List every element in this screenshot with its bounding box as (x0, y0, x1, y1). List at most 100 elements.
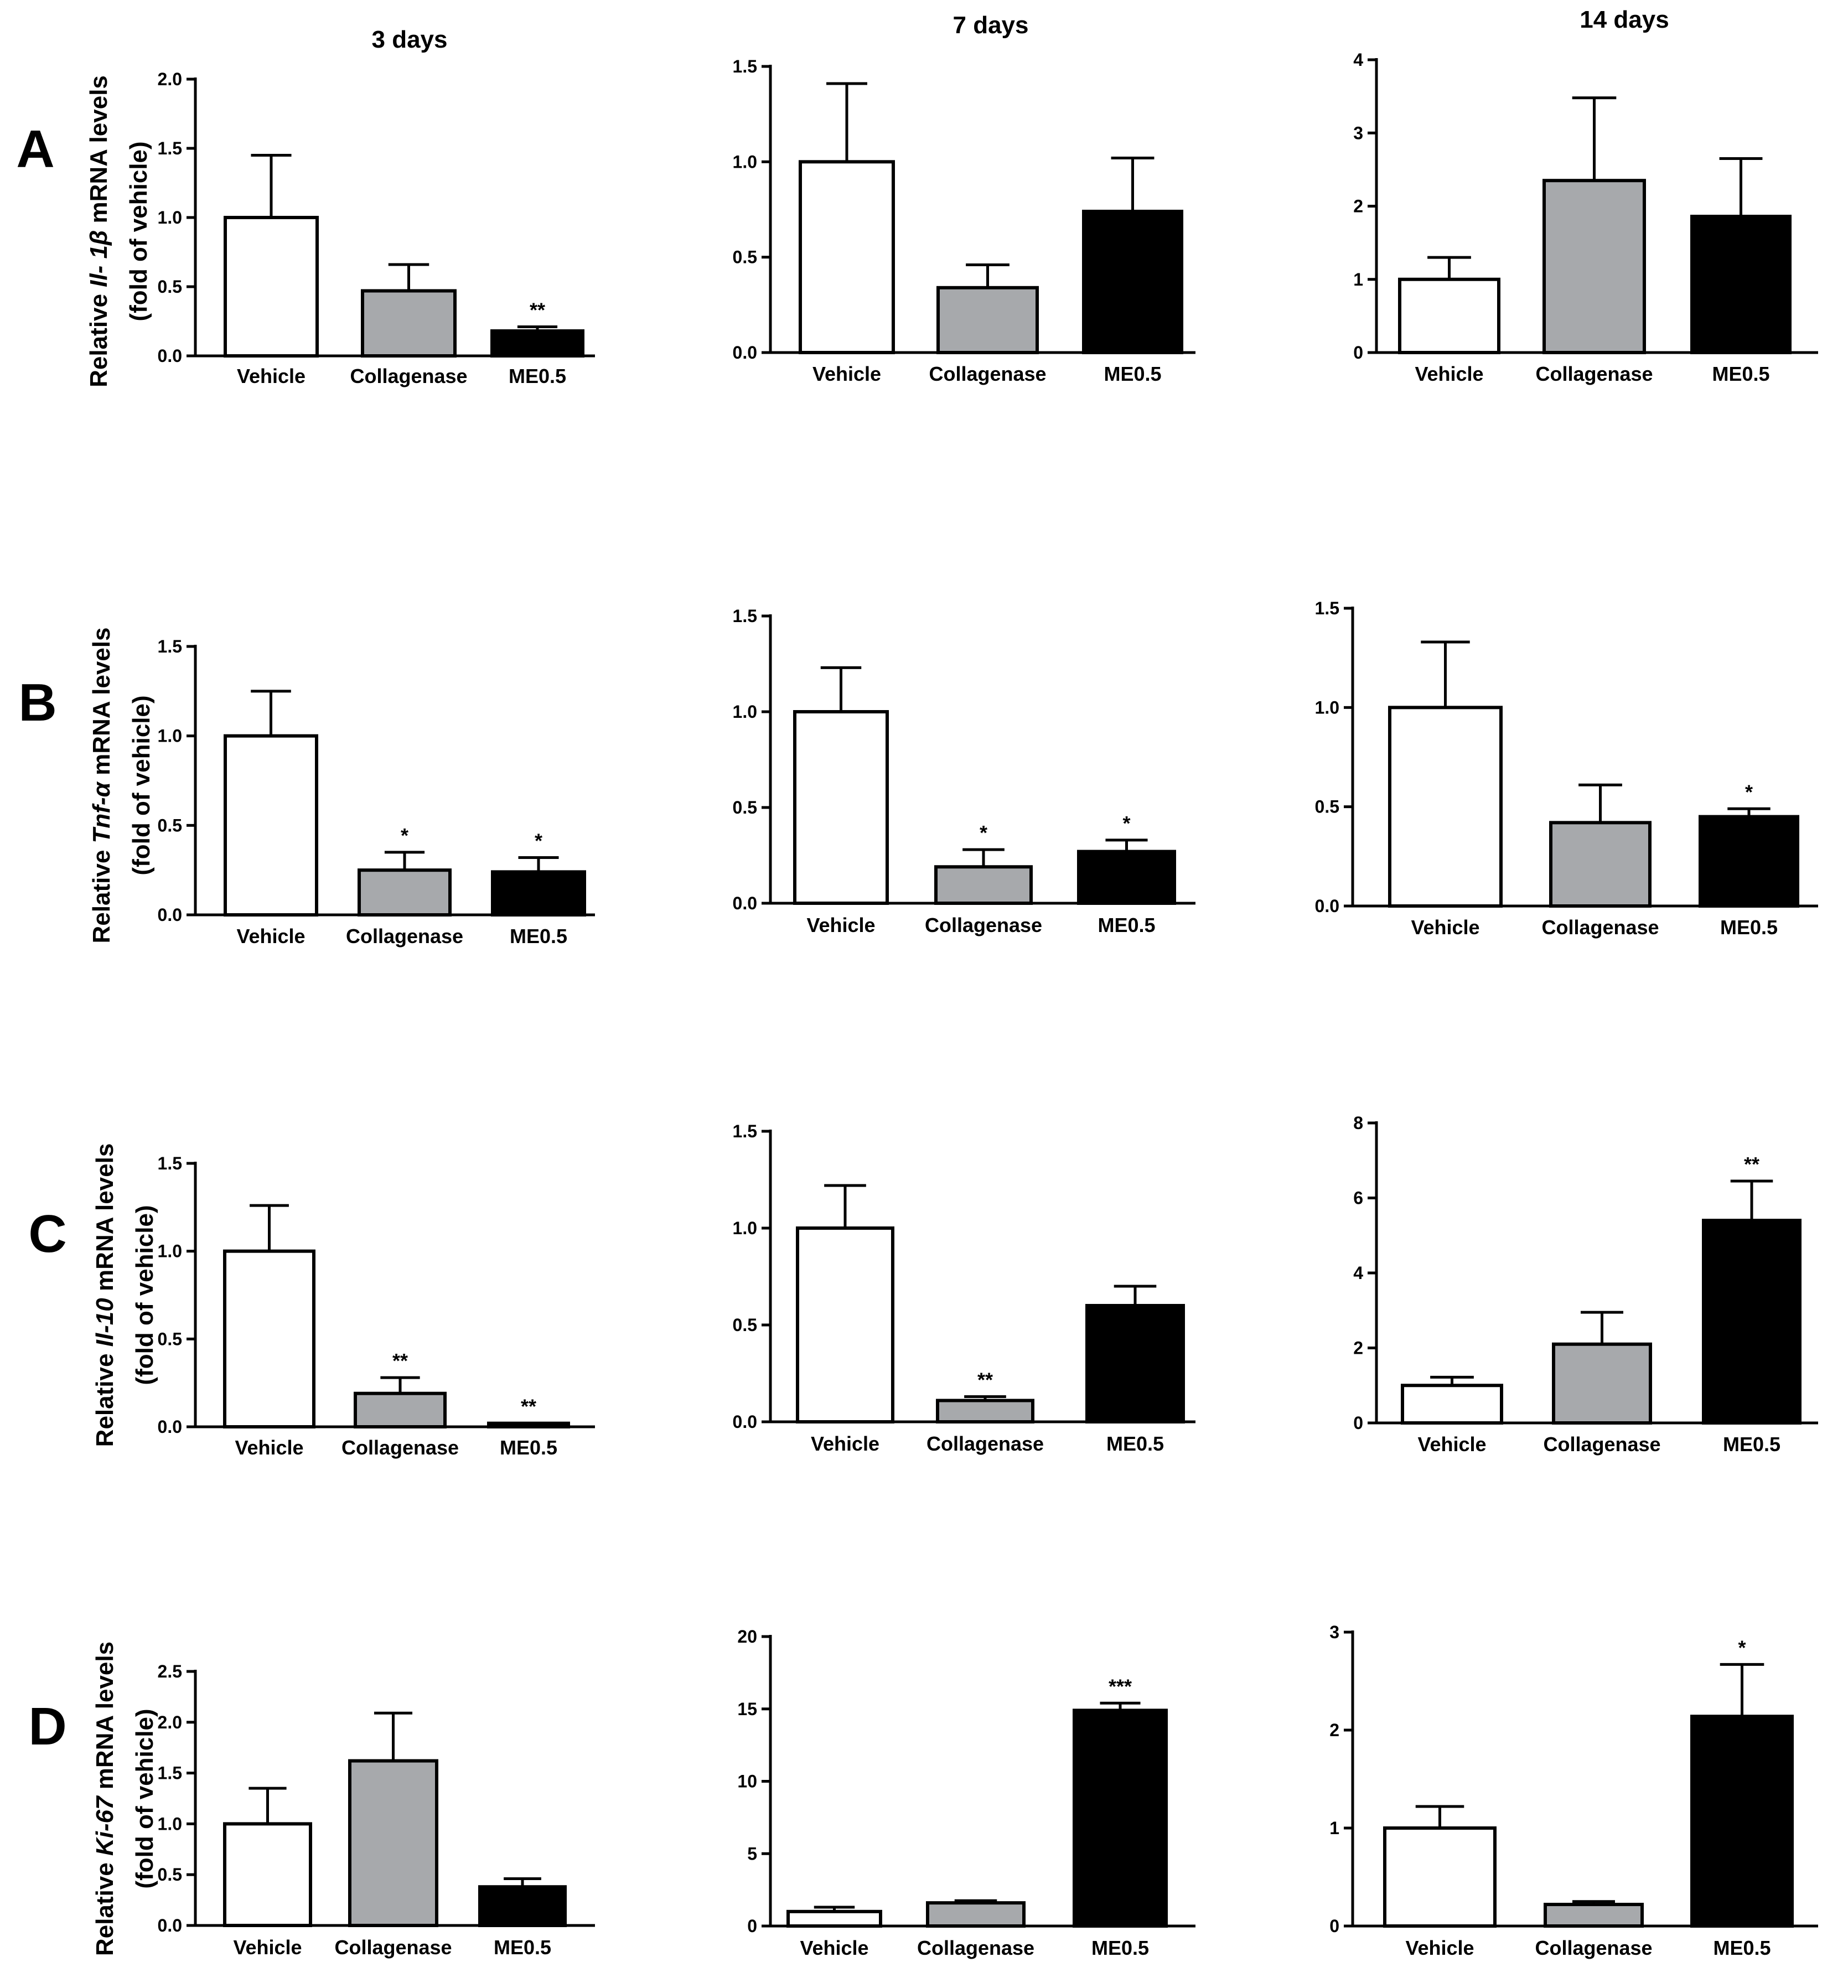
column-title: 3 days (372, 26, 448, 53)
y-axis-label: Relative Il- 1β mRNA levels (85, 75, 112, 387)
bar-vehicle (224, 734, 318, 917)
y-tick-label: 1.5 (733, 1121, 757, 1141)
bar-chart-C-7-days: Vehicle ** Collagenase ME0.5 0.0 0.5 1.0 1.5 (733, 1121, 1195, 1455)
bar-vehicle (1401, 1384, 1503, 1425)
category-label: ME0.5 (509, 365, 566, 387)
category-label: Collagenase (929, 363, 1046, 385)
significance-label: * (1738, 1636, 1746, 1659)
category-label: Vehicle (1415, 363, 1483, 385)
bar-me0-5 (1690, 1715, 1794, 1928)
category-label: ME0.5 (494, 1936, 551, 1959)
y-tick-label: 2.5 (158, 1661, 182, 1681)
significance-label: * (980, 821, 987, 844)
y-tick-label: 1.5 (158, 1763, 182, 1783)
y-tick-label: 0.0 (158, 1417, 182, 1437)
bar-me0-5 (491, 870, 586, 917)
category-label: Vehicle (812, 363, 881, 385)
y-tick-label: 1.0 (1315, 697, 1339, 717)
y-tick-label: 1.0 (733, 702, 757, 722)
bar-vehicle (223, 1822, 312, 1927)
y-tick-label: 3 (1329, 1622, 1339, 1642)
panel-letter: C (28, 1204, 66, 1264)
row-letters: A B C D (16, 120, 66, 1756)
bar-collagenase (926, 1901, 1026, 1928)
bar-collagenase (1544, 1903, 1644, 1928)
category-label: ME0.5 (500, 1436, 557, 1459)
bar-vehicle (786, 1909, 882, 1928)
category-label: Vehicle (233, 1936, 302, 1959)
category-label: Collagenase (1535, 1937, 1652, 1959)
y-tick-label: 2.0 (158, 69, 182, 89)
y-axis-label: (fold of vehicle) (125, 141, 152, 321)
y-axis-label: (fold of vehicle) (131, 1205, 158, 1385)
bar-collagenase (1552, 1342, 1652, 1425)
category-label: Collagenase (1541, 916, 1659, 939)
y-tick-label: 0.0 (158, 1915, 182, 1935)
y-axis-label: Relative Il-10 mRNA levels (91, 1143, 118, 1447)
bar-collagenase (358, 868, 452, 917)
bar-me0-5 (1077, 850, 1176, 905)
category-label: ME0.5 (510, 925, 567, 948)
category-label: ME0.5 (1720, 916, 1778, 939)
significance-label: ** (530, 299, 545, 322)
bar-collagenase (936, 1399, 1034, 1423)
category-label: Collagenase (346, 925, 463, 948)
category-label: Collagenase (341, 1436, 459, 1459)
y-tick-label: 1.0 (733, 1218, 757, 1238)
bar-me0-5 (1073, 1709, 1168, 1928)
bar-chart-D-7-days: Vehicle Collagenase *** ME0.5 0 5 10 15 20 (737, 1627, 1195, 1959)
significance-label: * (535, 830, 542, 852)
bar-chart-B-7-days: Vehicle * Collagenase * ME0.5 0.0 0.5 1.0 1.5 (733, 606, 1195, 936)
category-label: ME0.5 (1713, 1937, 1771, 1959)
panel-letter: D (28, 1697, 66, 1756)
category-label: ME0.5 (1091, 1937, 1149, 1959)
y-tick-label: 2 (1353, 1338, 1363, 1358)
y-tick-label: 0.5 (733, 798, 757, 817)
category-label: Collagenase (926, 1432, 1044, 1455)
bar-chart-D-3-days: Vehicle Collagenase ME0.5 0.0 0.5 1.0 1.5 2.0 2.… (158, 1661, 595, 1959)
bar-chart-A-7-days: Vehicle Collagenase ME0.5 0.0 0.5 1.0 1.5 (733, 56, 1195, 385)
category-label: Collagenase (350, 365, 467, 387)
bar-chart-A-3-days: Vehicle Collagenase ** ME0.5 0.0 0.5 1.0 1.5 2.0 (158, 69, 595, 387)
bar-me0-5 (1702, 1219, 1802, 1425)
bar-collagenase (354, 1391, 447, 1429)
y-tick-label: 1.0 (158, 1814, 182, 1834)
category-label: Collagenase (917, 1937, 1034, 1959)
y-tick-label: 1 (1353, 270, 1363, 289)
y-tick-label: 0.5 (1315, 797, 1339, 817)
y-tick-label: 1.5 (733, 56, 757, 76)
significance-label: ** (1744, 1153, 1759, 1176)
category-label: Vehicle (236, 925, 305, 948)
y-tick-label: 0.5 (733, 247, 757, 267)
bar-vehicle (1388, 706, 1503, 908)
category-label: Vehicle (806, 914, 875, 936)
y-tick-label: 0 (747, 1916, 757, 1936)
y-tick-label: 6 (1353, 1188, 1363, 1208)
significance-label: * (1745, 780, 1753, 803)
category-label: Vehicle (811, 1432, 879, 1455)
bar-me0-5 (1082, 209, 1183, 354)
y-tick-label: 1.0 (733, 152, 757, 172)
y-tick-label: 1.5 (158, 138, 182, 158)
bar-collagenase (348, 1759, 438, 1928)
y-tick-label: 0 (1353, 343, 1363, 363)
y-tick-label: 2.0 (158, 1712, 182, 1732)
y-tick-label: 0.0 (1315, 896, 1339, 916)
y-tick-label: 4 (1353, 1263, 1363, 1283)
bar-collagenase (1549, 821, 1652, 908)
y-tick-label: 1.5 (158, 1153, 182, 1173)
y-tick-label: 4 (1353, 50, 1363, 70)
y-tick-label: 8 (1353, 1113, 1363, 1133)
y-tick-label: 1.5 (158, 636, 182, 656)
category-label: ME0.5 (1723, 1433, 1780, 1456)
category-label: Vehicle (237, 365, 306, 387)
category-label: Collagenase (1543, 1433, 1660, 1456)
significance-label: ** (392, 1349, 408, 1372)
category-label: Collagenase (334, 1936, 452, 1959)
y-axis-labels: Relative Il- 1β mRNA levels (fold of veh… (85, 75, 158, 1956)
y-tick-label: 0.0 (733, 893, 757, 913)
y-axis-label: Relative Ki-67 mRNA levels (91, 1642, 118, 1956)
y-tick-label: 5 (747, 1844, 757, 1863)
y-tick-label: 0 (1329, 1916, 1339, 1936)
category-label: Vehicle (1411, 916, 1479, 939)
